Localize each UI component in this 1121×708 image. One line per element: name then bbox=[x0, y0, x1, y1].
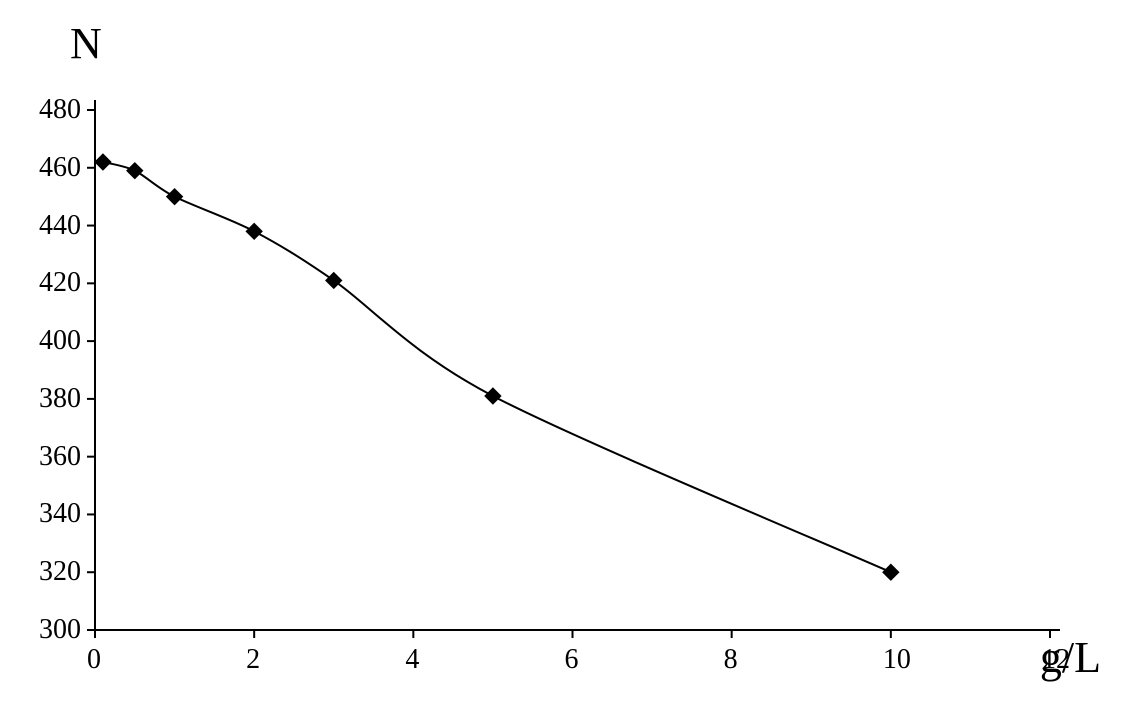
y-tick-label: 340 bbox=[39, 498, 81, 530]
y-tick-label: 320 bbox=[39, 556, 81, 588]
y-tick-label: 460 bbox=[39, 152, 81, 184]
x-tick-label: 8 bbox=[724, 644, 738, 676]
x-tick-label: 6 bbox=[565, 644, 579, 676]
x-tick-label: 2 bbox=[246, 644, 260, 676]
y-tick-label: 420 bbox=[39, 267, 81, 299]
x-tick-label: 12 bbox=[1042, 644, 1070, 676]
y-tick-label: 440 bbox=[39, 210, 81, 242]
line-chart bbox=[0, 0, 1121, 708]
x-tick-label: 0 bbox=[87, 644, 101, 676]
y-tick-label: 300 bbox=[39, 614, 81, 646]
y-tick-label: 400 bbox=[39, 325, 81, 357]
y-tick-label: 380 bbox=[39, 383, 81, 415]
y-tick-label: 360 bbox=[39, 441, 81, 473]
x-tick-label: 4 bbox=[405, 644, 419, 676]
chart-container: N g/L 3003203403603804004204404604800246… bbox=[0, 0, 1121, 708]
x-tick-label: 10 bbox=[883, 644, 911, 676]
y-tick-label: 480 bbox=[39, 94, 81, 126]
